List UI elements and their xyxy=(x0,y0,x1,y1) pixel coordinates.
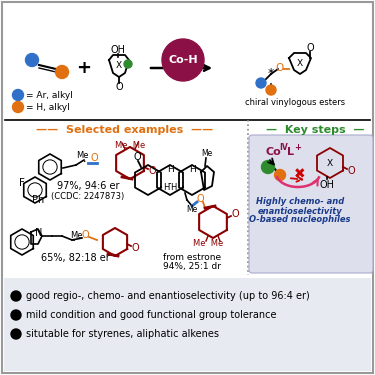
Text: Me: Me xyxy=(70,231,82,240)
Text: mild condition and good functional group tolerance: mild condition and good functional group… xyxy=(26,310,276,320)
Text: OH: OH xyxy=(320,180,334,190)
Text: (CCDC: 2247873): (CCDC: 2247873) xyxy=(51,192,124,201)
Text: Co: Co xyxy=(265,147,281,157)
Text: X: X xyxy=(116,62,122,70)
Text: = H, alkyl: = H, alkyl xyxy=(26,102,70,111)
Circle shape xyxy=(11,310,21,320)
Text: O: O xyxy=(196,194,204,204)
Text: OH: OH xyxy=(111,45,126,55)
Text: 94%, 25:1 dr: 94%, 25:1 dr xyxy=(163,262,221,272)
Text: X: X xyxy=(297,58,303,68)
Text: good regio-, chemo- and enantioselectivity (up to 96:4 er): good regio-, chemo- and enantioselectivi… xyxy=(26,291,310,301)
Text: F: F xyxy=(19,178,25,188)
FancyBboxPatch shape xyxy=(2,2,373,373)
Text: chiral vinylogous esters: chiral vinylogous esters xyxy=(245,98,345,107)
Circle shape xyxy=(12,90,24,101)
Text: enantioselectivity: enantioselectivity xyxy=(258,207,342,216)
Text: ̄H: ̄H xyxy=(171,183,177,192)
Circle shape xyxy=(26,54,39,66)
Circle shape xyxy=(12,102,24,112)
Text: ✖: ✖ xyxy=(294,167,306,181)
FancyBboxPatch shape xyxy=(4,278,371,371)
Text: O: O xyxy=(133,152,141,162)
Text: +: + xyxy=(76,59,92,77)
Text: Ph: Ph xyxy=(32,195,44,205)
Text: Me: Me xyxy=(76,152,88,160)
Text: IV: IV xyxy=(279,144,288,153)
Text: L: L xyxy=(287,147,294,157)
Text: O: O xyxy=(148,166,156,176)
Circle shape xyxy=(261,160,274,174)
Text: ——  Selected examples  ——: —— Selected examples —— xyxy=(36,125,214,135)
Text: N: N xyxy=(35,228,43,238)
Text: H: H xyxy=(166,165,173,174)
Text: Me  Me: Me Me xyxy=(115,141,145,150)
FancyBboxPatch shape xyxy=(249,135,373,273)
Text: Me: Me xyxy=(186,206,198,214)
Text: +: + xyxy=(294,144,301,153)
Circle shape xyxy=(266,85,276,95)
Text: X: X xyxy=(327,159,333,168)
Text: from estrone: from estrone xyxy=(163,254,221,262)
Circle shape xyxy=(11,291,21,301)
Text: O: O xyxy=(276,63,284,73)
Text: H: H xyxy=(163,183,169,192)
Text: O: O xyxy=(115,82,123,92)
Text: *: * xyxy=(268,68,274,81)
Text: O: O xyxy=(131,243,139,253)
Text: Highly chemo- and: Highly chemo- and xyxy=(256,198,344,207)
Text: H: H xyxy=(189,165,195,174)
Text: Co-H: Co-H xyxy=(168,55,198,65)
Text: O: O xyxy=(90,153,98,163)
Text: O: O xyxy=(347,166,355,176)
Text: 65%, 82:18 er: 65%, 82:18 er xyxy=(40,253,110,263)
Text: situtable for styrenes, aliphatic alkenes: situtable for styrenes, aliphatic alkene… xyxy=(26,329,219,339)
Circle shape xyxy=(11,329,21,339)
Circle shape xyxy=(124,60,132,68)
Circle shape xyxy=(256,78,266,88)
Text: •: • xyxy=(82,159,86,165)
Circle shape xyxy=(56,66,69,78)
Text: —  Key steps  —: — Key steps — xyxy=(266,125,364,135)
Text: •: • xyxy=(72,238,76,244)
Text: O: O xyxy=(306,43,314,53)
Text: = Ar, alkyl: = Ar, alkyl xyxy=(26,90,73,99)
Text: O: O xyxy=(231,209,239,219)
Text: O-based nucleophiles: O-based nucleophiles xyxy=(249,216,351,225)
Circle shape xyxy=(162,39,204,81)
Circle shape xyxy=(274,170,285,180)
Text: Me: Me xyxy=(201,150,213,159)
Text: 97%, 94:6 er: 97%, 94:6 er xyxy=(57,181,119,191)
Text: O: O xyxy=(81,230,89,240)
Text: Me  Me: Me Me xyxy=(193,240,223,249)
